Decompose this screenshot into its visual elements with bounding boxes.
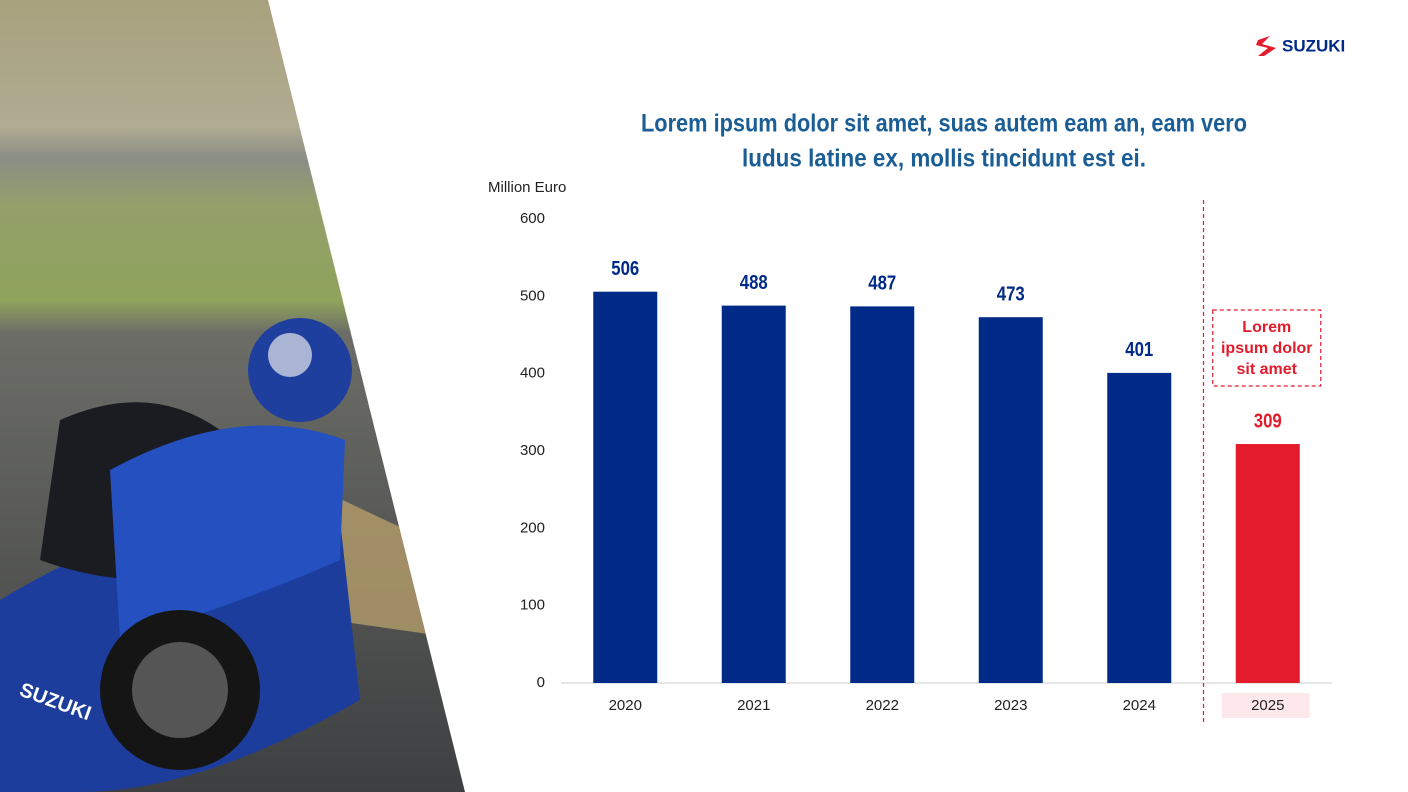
y-axis-label: Million Euro (488, 179, 566, 196)
x-tick-label: 2020 (609, 697, 642, 714)
bar (1235, 444, 1300, 683)
x-tick-label: 2023 (994, 697, 1027, 714)
x-tick-label: 2022 (866, 697, 899, 714)
highlight-label-bg (1221, 693, 1310, 718)
x-tick-label: 2024 (1123, 697, 1156, 714)
y-tick-label: 0 (537, 674, 545, 691)
photo: SUZUKI (0, 0, 465, 792)
chart-title: Lorem ipsum dolor sit amet, suas autem e… (641, 110, 1247, 138)
value-label: 506 (611, 258, 639, 280)
y-tick-label: 500 (520, 287, 545, 304)
chart-title: ludus latine ex, mollis tincidunt est ei… (742, 145, 1146, 173)
annotation: sit amet (1237, 361, 1298, 378)
value-label: 401 (1125, 339, 1153, 361)
bar (978, 317, 1043, 683)
x-tick-label: 2025 (1251, 697, 1284, 714)
annotation: Lorem (1242, 319, 1291, 336)
y-tick-label: 100 (520, 597, 545, 614)
value-label: 487 (868, 273, 896, 295)
logo-text: SUZUKI (1282, 36, 1345, 55)
annotation-box (1212, 309, 1322, 387)
y-tick-label: 200 (520, 519, 545, 536)
y-tick-label: 400 (520, 365, 545, 382)
value-label: 473 (997, 283, 1025, 305)
annotation: ipsum dolor (1221, 340, 1313, 357)
value-label: 309 (1254, 410, 1282, 432)
bar (1107, 372, 1172, 683)
y-tick-label: 600 (520, 210, 545, 227)
value-label: 488 (740, 272, 768, 294)
logo: SUZUKI (1256, 36, 1345, 56)
x-tick-label: 2021 (737, 697, 770, 714)
y-tick-label: 300 (520, 442, 545, 459)
bar (850, 306, 915, 683)
bar (721, 305, 786, 683)
bar (593, 291, 658, 683)
